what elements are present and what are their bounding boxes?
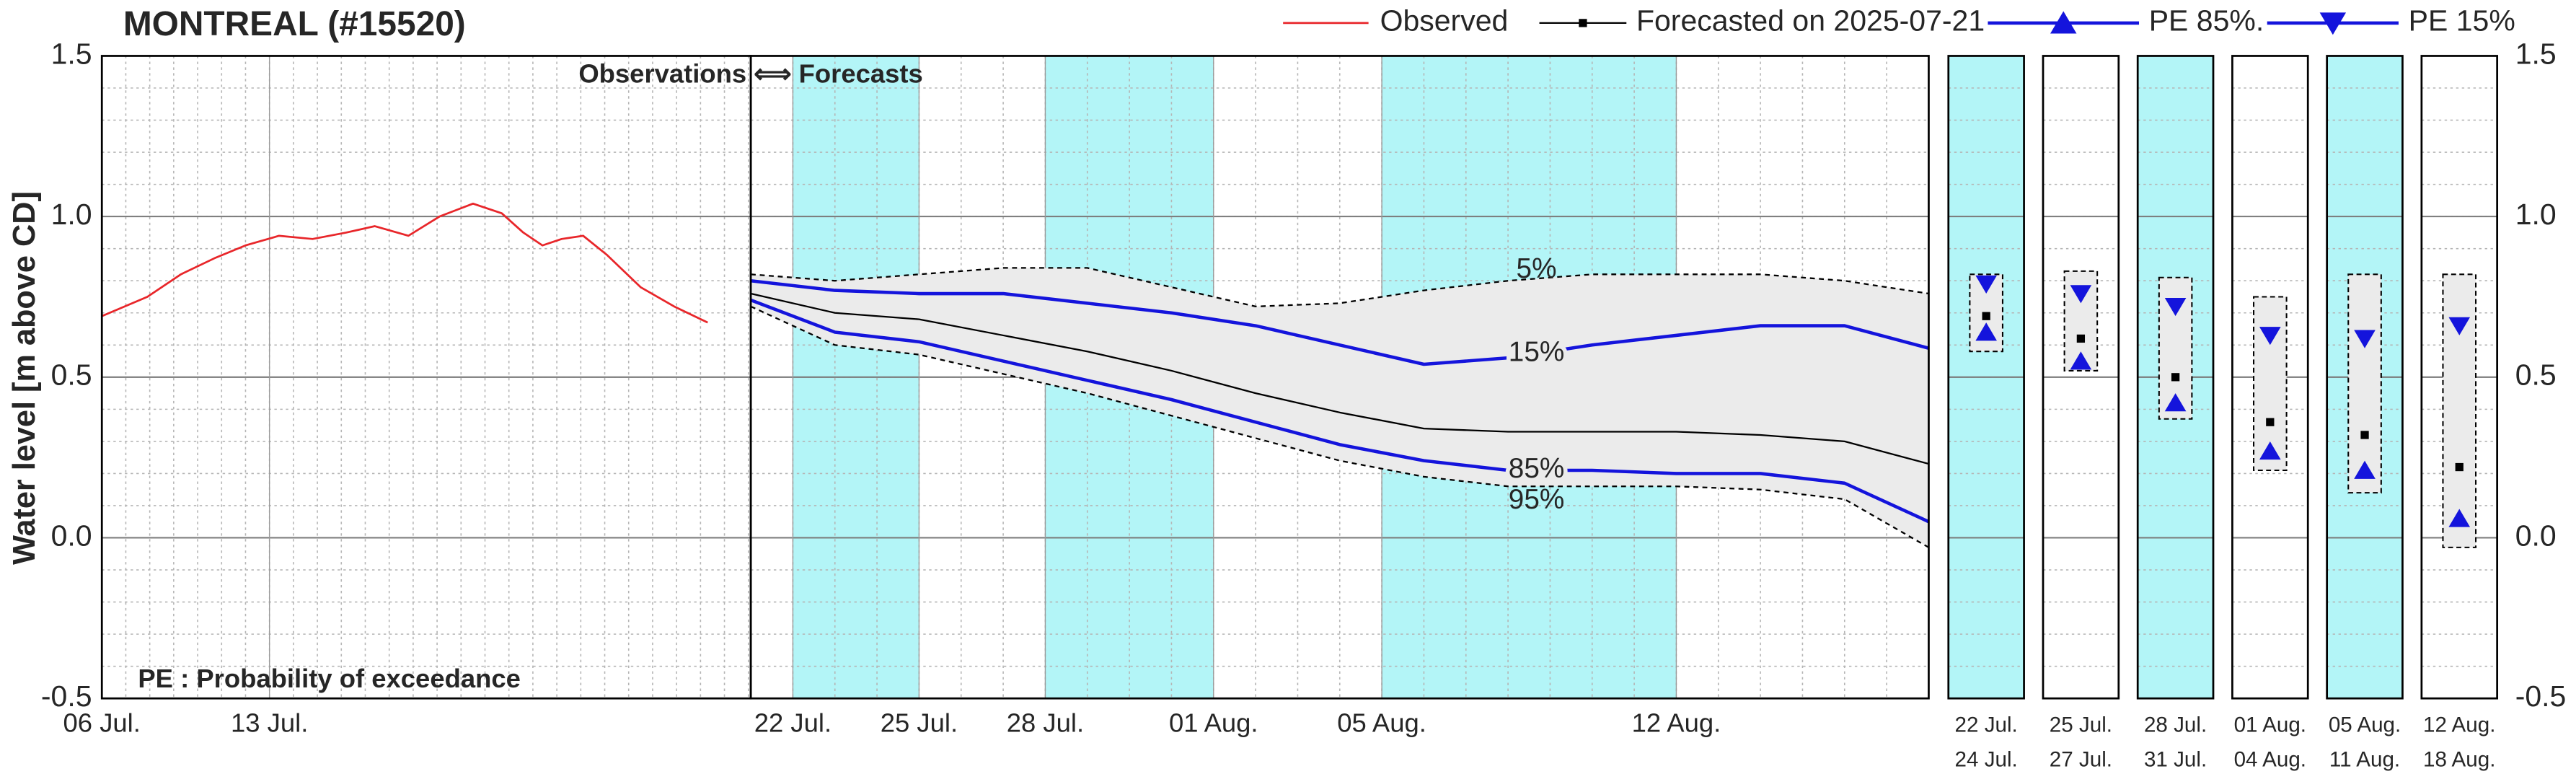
y-tick-label: 0.0 bbox=[51, 519, 92, 552]
panel-border bbox=[2231, 55, 2309, 700]
series-line bbox=[750, 298, 1930, 524]
period-start-label: 01 Aug. bbox=[2234, 713, 2306, 737]
x-tick-label: 06 Jul. bbox=[63, 708, 141, 737]
curve-label: 95% bbox=[1509, 484, 1564, 515]
period-start-label: 25 Jul. bbox=[2050, 713, 2112, 737]
range-box bbox=[2347, 273, 2382, 494]
marker-triangle-up bbox=[2259, 441, 2281, 460]
marker-square bbox=[2171, 373, 2180, 382]
period-end-label: 24 Jul. bbox=[1955, 748, 2018, 772]
x-tick-label: 05 Aug. bbox=[1337, 708, 1426, 737]
range-box bbox=[2253, 296, 2288, 472]
marker-triangle-down bbox=[2354, 330, 2376, 348]
series-line bbox=[750, 292, 1929, 465]
panel-border bbox=[2326, 55, 2404, 700]
marker-triangle-down bbox=[2164, 298, 2187, 317]
period-end-label: 18 Aug. bbox=[2423, 748, 2495, 772]
period-end-label: 31 Jul. bbox=[2144, 748, 2207, 772]
y-axis-label: Water level [m above CD] bbox=[7, 191, 42, 565]
band bbox=[751, 268, 1929, 547]
marker-square bbox=[2266, 418, 2275, 426]
period-end-label: 11 Aug. bbox=[2329, 748, 2400, 772]
y-tick-label: 1.5 bbox=[51, 37, 92, 70]
marker-triangle-up bbox=[2354, 460, 2376, 479]
marker-triangle-up bbox=[2164, 393, 2187, 412]
panel-border bbox=[2042, 55, 2120, 700]
curve-label: 15% bbox=[1509, 336, 1564, 367]
range-box bbox=[2442, 273, 2477, 548]
marker-triangle-up bbox=[2070, 351, 2092, 370]
marker-square bbox=[2455, 462, 2463, 472]
x-tick-label: 25 Jul. bbox=[881, 708, 958, 737]
legend-label: Observed bbox=[1380, 4, 1509, 38]
legend-label: PE 15% bbox=[2409, 4, 2515, 38]
y2-tick-label: 1.0 bbox=[2515, 198, 2557, 231]
period-start-label: 22 Jul. bbox=[1955, 713, 2018, 737]
series-line bbox=[101, 202, 708, 324]
period-start-label: 28 Jul. bbox=[2144, 713, 2207, 737]
series-line bbox=[750, 278, 1930, 366]
period-start-label: 12 Aug. bbox=[2423, 713, 2495, 737]
y2-tick-label: 1.5 bbox=[2515, 37, 2557, 70]
panel-border bbox=[1947, 55, 2025, 700]
legend-label: Forecasted on 2025-07-21 bbox=[1636, 4, 1985, 38]
y-tick-label: 1.0 bbox=[51, 198, 92, 231]
marker-triangle-up bbox=[1975, 322, 1997, 341]
marker-square bbox=[1982, 312, 1990, 320]
x-tick-label: 13 Jul. bbox=[231, 708, 308, 737]
marker-triangle-down bbox=[2319, 12, 2347, 35]
marker-triangle-down bbox=[2448, 317, 2471, 335]
period-start-label: 05 Aug. bbox=[2329, 713, 2401, 737]
marker-triangle-down bbox=[2259, 327, 2281, 346]
series-line-dashed bbox=[750, 305, 1930, 548]
marker-triangle-down bbox=[1975, 275, 1997, 294]
marker-triangle-up bbox=[2448, 509, 2471, 527]
y-tick-label: 0.5 bbox=[51, 359, 92, 392]
y2-tick-label: 0.0 bbox=[2515, 519, 2557, 552]
curve-label: 5% bbox=[1517, 253, 1557, 284]
y-tick-label: -0.5 bbox=[41, 680, 92, 713]
series-line-dashed bbox=[750, 267, 1929, 307]
legend-label: PE 85%. bbox=[2149, 4, 2264, 38]
chart-title: MONTREAL (#15520) bbox=[123, 5, 466, 43]
marker-triangle-up bbox=[2050, 11, 2077, 34]
period-end-label: 04 Aug. bbox=[2234, 748, 2306, 772]
y2-tick-label: -0.5 bbox=[2515, 680, 2567, 713]
marker-triangle-down bbox=[2070, 285, 2092, 304]
plot-border bbox=[749, 55, 1930, 700]
curve-label: 85% bbox=[1509, 453, 1564, 484]
x-tick-label: 28 Jul. bbox=[1007, 708, 1084, 737]
x-tick-label: 22 Jul. bbox=[754, 708, 832, 737]
x-tick-label: 01 Aug. bbox=[1169, 708, 1258, 737]
panel-border bbox=[2136, 55, 2215, 700]
marker-square bbox=[1579, 19, 1587, 27]
period-end-label: 27 Jul. bbox=[2050, 748, 2112, 772]
x-tick-label: 12 Aug. bbox=[1632, 708, 1721, 737]
footnote: PE : Probability of exceedance bbox=[138, 664, 521, 693]
divider-label: Observations ⟺ Forecasts bbox=[578, 58, 923, 88]
marker-square bbox=[2076, 334, 2086, 343]
y2-tick-label: 0.5 bbox=[2515, 359, 2557, 392]
panel-border bbox=[2420, 55, 2499, 700]
marker-square bbox=[2360, 431, 2369, 439]
